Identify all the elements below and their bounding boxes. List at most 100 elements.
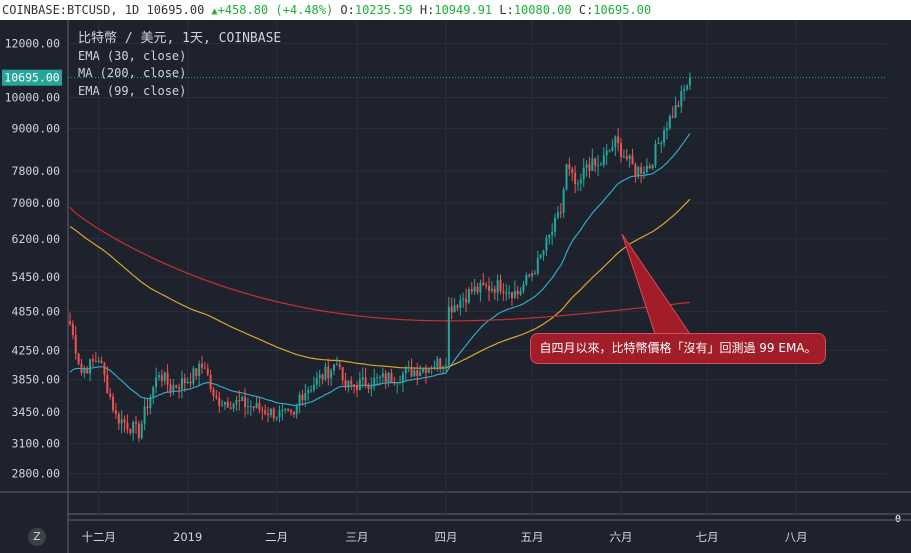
candle-body <box>611 147 614 151</box>
candle-body <box>169 384 172 392</box>
x-tick-label: 七月 <box>696 530 719 544</box>
candle-body <box>645 166 648 173</box>
candle-body <box>608 150 611 152</box>
candle-body <box>617 136 620 143</box>
candle-body <box>269 408 272 416</box>
open-value: 10235.59 <box>354 3 413 17</box>
candle-body <box>327 366 330 379</box>
candle-body <box>444 364 447 367</box>
candle-body <box>657 143 660 145</box>
candle-body <box>264 410 267 414</box>
legend-title: 比特幣 / 美元, 1天, COINBASE <box>78 31 282 46</box>
candle-body <box>356 385 358 390</box>
candle-body <box>275 416 278 419</box>
candle-body <box>132 421 135 434</box>
candle-body <box>416 370 419 377</box>
candle-body <box>602 155 605 165</box>
candle-body <box>129 429 132 434</box>
grid <box>68 20 911 518</box>
candle-body <box>83 369 86 373</box>
candle-body <box>272 408 275 419</box>
candle-body <box>367 386 370 390</box>
candle-body <box>430 367 433 369</box>
candle-body <box>479 282 482 293</box>
candle-body <box>310 389 313 391</box>
candle-body <box>651 165 654 169</box>
low-label: L: <box>499 3 514 17</box>
candle-body <box>419 371 422 377</box>
candle-body <box>648 166 651 169</box>
x-tick-label: 五月 <box>521 530 544 544</box>
legend-ema99[interactable]: EMA (99, close) <box>78 83 187 98</box>
candle-body <box>605 150 608 156</box>
y-tick-label: 3100.00 <box>12 437 61 451</box>
zoom-button[interactable]: Z <box>28 528 46 546</box>
annotation-callout[interactable]: 自四月以來，比特幣價格「沒有」回測過 99 EMA。 <box>530 333 826 364</box>
candle-body <box>424 367 427 374</box>
price-chart[interactable]: 12000.00 10000.00 9000.00 7800.00 7000.00 620… <box>0 20 911 553</box>
candle-body <box>140 423 143 439</box>
candle-body <box>94 360 97 362</box>
candle-body <box>292 412 295 415</box>
candle-body <box>536 257 539 274</box>
candle-body <box>198 364 201 377</box>
candle-body <box>677 105 680 107</box>
candle-body <box>152 387 155 397</box>
candle-body <box>401 373 404 383</box>
candle-body <box>261 409 264 411</box>
candle-body <box>686 85 689 90</box>
candle-body <box>614 136 617 148</box>
candle-body <box>221 404 224 406</box>
candle-body <box>582 167 585 180</box>
candle-body <box>172 385 175 392</box>
candle-body <box>183 378 186 384</box>
candle-body <box>278 410 281 417</box>
candle-body <box>298 394 301 405</box>
candle-body <box>120 419 123 424</box>
candle-body <box>674 105 677 118</box>
x-tick-label: 八月 <box>785 530 808 544</box>
price-tag-label: 10695.00 <box>4 71 59 85</box>
y-tick-label: 7800.00 <box>12 164 61 178</box>
candle-body <box>643 172 645 174</box>
legend-ema30[interactable]: EMA (30, close) <box>78 48 187 63</box>
candle-body <box>238 400 241 402</box>
candle-body <box>465 298 468 303</box>
candles <box>69 72 691 442</box>
candle-body <box>450 306 453 313</box>
y-tick-label: 10000.00 <box>5 91 60 105</box>
candle-body <box>109 393 112 397</box>
candle-body <box>548 234 551 239</box>
candle-body <box>361 377 364 380</box>
high-value: 10949.91 <box>434 3 493 17</box>
candle-body <box>241 396 244 402</box>
candle-body <box>654 143 657 166</box>
candle-body <box>668 116 671 129</box>
candle-body <box>390 372 393 382</box>
candle-body <box>341 367 344 381</box>
candle-body <box>680 91 683 107</box>
symbol-label: COINBASE:BTCUSD, 1D <box>2 3 140 17</box>
candle-body <box>396 382 399 384</box>
candle-body <box>559 212 562 214</box>
candle-body <box>301 394 304 401</box>
candle-body <box>542 250 545 255</box>
candle-body <box>473 286 476 292</box>
candle-body <box>146 406 149 409</box>
candle-body <box>688 77 691 86</box>
candle-body <box>508 292 511 294</box>
candle-body <box>258 402 261 410</box>
legend-ma200[interactable]: MA (200, close) <box>78 66 187 80</box>
candle-body <box>86 369 89 374</box>
candle-body <box>562 189 565 213</box>
candle-body <box>568 164 571 169</box>
candle-body <box>206 368 209 375</box>
candle-body <box>422 367 425 372</box>
candle-body <box>137 423 140 439</box>
x-axis: 十二月 2019 二月 三月 四月 五月 六月 七月 八月 <box>68 519 911 544</box>
candle-body <box>631 155 634 165</box>
x-tick-label: 二月 <box>265 530 288 544</box>
candle-body <box>585 164 588 168</box>
candle-body <box>376 377 379 379</box>
candle-body <box>160 375 163 381</box>
